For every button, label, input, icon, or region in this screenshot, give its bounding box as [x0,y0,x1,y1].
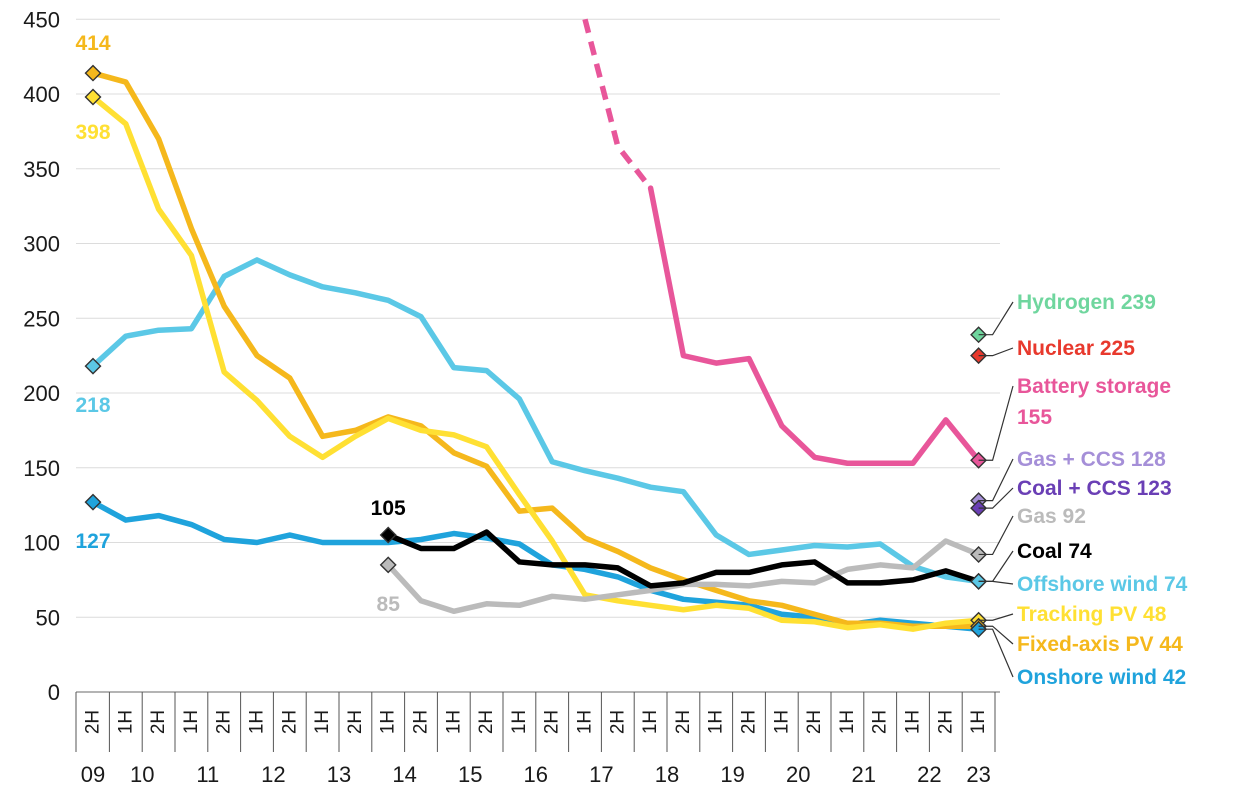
start-label-onshore-wind: 127 [75,530,110,553]
start-label-offshore-wind: 218 [75,394,110,417]
start-label-tracking-pv: 398 [75,121,110,144]
y-tick-0: 0 [48,680,60,705]
end-label-offshore-wind: Offshore wind 74 [1017,573,1188,596]
x-tick-period: 1H [312,710,333,734]
series-line-offshore-wind [90,257,982,585]
grid-lines [76,18,1000,693]
end-label-nuclear: Nuclear 225 [1017,337,1135,360]
end-label-onshore-wind: Onshore wind 42 [1017,666,1186,689]
y-tick-200: 200 [23,381,60,406]
start-marker-fixed-axis-pv [84,64,102,82]
y-tick-300: 300 [23,232,60,257]
x-tick-year-15: 15 [458,762,482,787]
leader-line-battery-storage [978,385,1014,461]
end-label-coal: Coal 74 [1017,540,1092,563]
start-label-coal: 105 [371,497,406,520]
start-marker-gas [379,556,397,574]
x-tick-period: 1H [443,710,464,734]
leader-line-hydrogen [978,301,1014,336]
y-axis: 0 50 100 150 200 250 300 350 400 450 [23,7,60,705]
x-tick-year-09: 09 [81,762,105,787]
x-tick-year-17: 17 [589,762,613,787]
end-label-coal-ccs: Coal + CCS 123 [1017,477,1172,500]
end-value-battery-storage: 155 [1017,406,1052,429]
x-tick-year-21: 21 [852,762,876,787]
x-tick-period: 1H [247,710,268,734]
x-tick-period: 2H [148,710,169,734]
x-tick-period: 2H [476,710,497,734]
x-tick-period: 2H [345,710,366,734]
x-tick-year-12: 12 [261,762,285,787]
start-marker-tracking-pv [84,88,102,106]
x-tick-period: 2H [607,710,628,734]
leader-line-offshore-wind [978,580,1014,585]
y-tick-100: 100 [23,531,60,556]
y-tick-50: 50 [36,605,60,630]
x-tick-period: 2H [673,710,694,734]
start-label-fixed-axis-pv: 414 [75,32,110,55]
series-line-coal [385,529,982,589]
x-tick-period: 1H [706,710,727,734]
series-lines [90,18,982,632]
x-tick-year-13: 13 [327,762,351,787]
start-marker-coal [379,526,397,544]
leader-line-coal-ccs [978,487,1014,509]
data-labels: 414 398 218 127 105 85 Hydrogen 239 Nuclear 225… [75,32,1187,689]
x-tick-period: 1H [771,710,792,734]
leader-line-gas [978,515,1014,556]
end-label-tracking-pv: Tracking PV 48 [1017,603,1167,626]
leader-line-gas-ccs [978,458,1014,502]
leader-line-nuclear [978,347,1014,357]
x-axis: 2H 1H 2H 1H 2H 1H 2H 1H 2H 1H 2H 1H 2H 1H 2H 1H 2H 1H 2H 1H… [75,691,1000,787]
y-tick-450: 450 [23,7,60,32]
start-label-gas: 85 [377,593,401,616]
x-tick-period: 1H [115,710,136,734]
x-tick-year-22: 22 [917,762,941,787]
x-tick-period: 1H [640,710,661,734]
y-tick-350: 350 [23,157,60,182]
end-label-gas-ccs: Gas + CCS 128 [1017,448,1166,471]
y-tick-150: 150 [23,456,60,481]
start-marker-onshore-wind [84,493,102,511]
x-tick-period: 2H [804,710,825,734]
x-tick-period: 2H [83,710,104,734]
x-tick-period: 2H [214,710,235,734]
y-tick-250: 250 [23,306,60,331]
x-tick-year-23: 23 [966,762,990,787]
end-label-hydrogen: Hydrogen 239 [1017,291,1156,314]
x-tick-period: 2H [279,710,300,734]
x-tick-period: 2H [542,710,563,734]
end-label-fixed-axis-pv: Fixed-axis PV 44 [1017,633,1183,656]
x-tick-year-20: 20 [786,762,810,787]
series-line-battery-storage-forecast [582,18,653,190]
y-tick-400: 400 [23,82,60,107]
start-marker-offshore-wind [84,357,102,375]
x-tick-year-18: 18 [655,762,679,787]
x-tick-period: 1H [575,710,596,734]
x-tick-period: 1H [181,710,202,734]
series-line-tracking-pv [90,94,982,632]
series-line-battery-storage [647,185,982,467]
x-tick-year-10: 10 [130,762,154,787]
x-tick-year-16: 16 [524,762,548,787]
end-label-gas: Gas 92 [1017,505,1086,528]
x-tick-period: 1H [968,710,989,734]
x-tick-period: 1H [509,710,530,734]
x-tick-period: 2H [411,710,432,734]
leader-line-fixed-axis-pv [978,625,1014,645]
x-tick-year-14: 14 [392,762,416,787]
x-tick-year-19: 19 [720,762,744,787]
x-tick-year-11: 11 [196,762,219,787]
x-tick-period: 1H [378,710,399,734]
series-line-fixed-axis-pv [90,70,982,629]
x-tick-period: 2H [935,710,956,734]
x-tick-period: 2H [870,710,891,734]
x-tick-period: 1H [903,710,924,734]
leader-line-tracking-pv [978,613,1014,621]
x-tick-period: 2H [739,710,760,734]
end-label-battery-storage: Battery storage [1017,375,1171,398]
x-tick-period: 1H [837,710,858,734]
leader-line-onshore-wind [978,628,1014,678]
